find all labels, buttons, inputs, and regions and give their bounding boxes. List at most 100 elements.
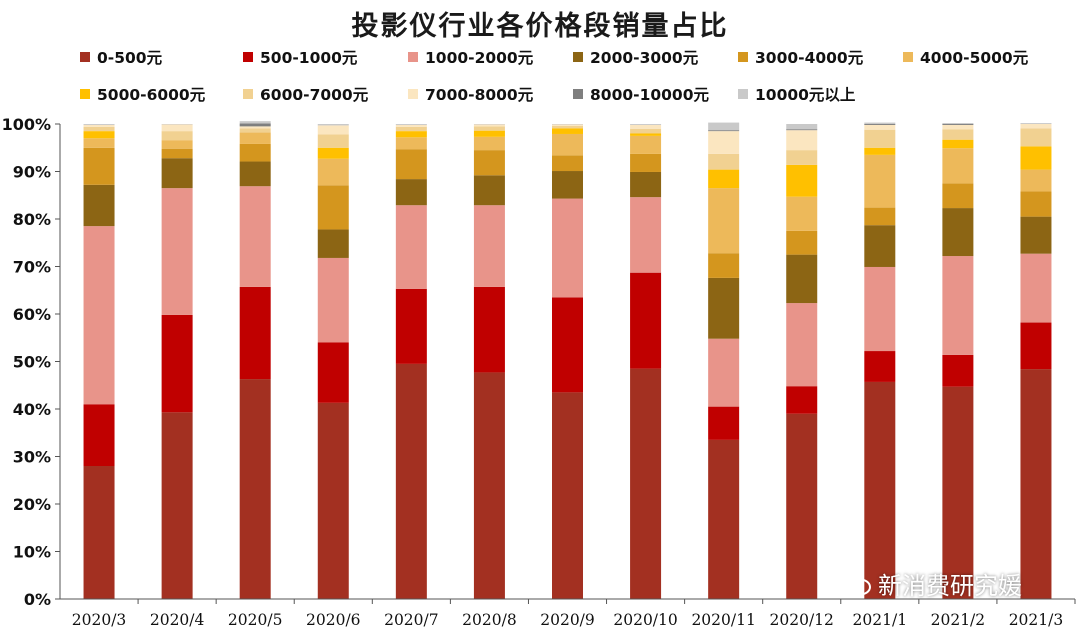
x-tick-label: 2020/9 (540, 611, 595, 629)
bar-segment (161, 148, 193, 159)
bar-segment (395, 126, 427, 132)
legend-swatch (573, 89, 583, 99)
legend-swatch (903, 52, 913, 62)
legend-label: 6000-7000元 (260, 86, 369, 104)
bar-segment (1020, 146, 1052, 170)
bar-segment (708, 188, 740, 254)
y-tick-label: 10% (13, 543, 51, 562)
y-tick-label: 30% (13, 448, 51, 467)
x-tick-label: 2020/6 (306, 611, 361, 629)
y-tick-label: 80% (13, 210, 51, 229)
bar-segment (239, 143, 271, 162)
bar-segment (161, 158, 193, 189)
bar-segment (942, 208, 974, 257)
bar-segment (239, 126, 271, 129)
bar-segment (708, 130, 740, 132)
bar-segment (630, 133, 662, 136)
bar-segment (473, 372, 505, 599)
bar-segment (239, 123, 271, 127)
bar-segment (864, 154, 896, 208)
x-tick-label: 2021/2 (931, 611, 986, 629)
bar-segment (473, 175, 505, 206)
bar-segment (942, 139, 974, 149)
bar-segment (630, 197, 662, 273)
bar-segment (473, 205, 505, 287)
bar-segment (473, 136, 505, 151)
watermark: 新消费研究媛 (836, 566, 1022, 601)
bar-segment (786, 413, 818, 599)
bar-segment (786, 164, 818, 197)
bar-segment (1020, 169, 1052, 192)
bar-segment (786, 230, 818, 255)
bar-segment (864, 381, 896, 599)
bar-segment (395, 205, 427, 289)
x-tick-label: 2020/8 (462, 611, 517, 629)
y-tick-label: 50% (13, 353, 51, 372)
bar-segment (630, 272, 662, 369)
bar-segment (786, 386, 818, 414)
x-tick-label: 2020/7 (384, 611, 439, 629)
bar-segment (239, 186, 271, 287)
bar-segment (395, 137, 427, 150)
bar-segment (630, 128, 662, 134)
bar-segment (942, 123, 974, 124)
bar-segment (942, 386, 974, 599)
bar-segment (630, 124, 662, 129)
bar-segment (708, 122, 740, 131)
y-tick-label: 0% (24, 590, 51, 609)
y-tick-label: 100% (2, 115, 51, 134)
bar-segment (395, 124, 427, 127)
legend-item: 2000-3000元 (573, 47, 698, 67)
legend-label: 0-500元 (97, 49, 163, 67)
bar-segment (786, 129, 818, 131)
bar-segment (83, 147, 115, 185)
legend-swatch (80, 52, 90, 62)
legend-item: 8000-10000元 (573, 84, 709, 104)
bar-segment (864, 124, 896, 125)
y-tick-label: 90% (13, 163, 51, 182)
x-tick-label: 2020/11 (691, 611, 755, 629)
bar-segment (473, 150, 505, 176)
bar-segment (1020, 253, 1052, 323)
bar-segment (1020, 191, 1052, 217)
bar-segment (786, 150, 818, 165)
bar-segment (395, 131, 427, 138)
y-tick-label: 60% (13, 305, 51, 324)
legend-label: 7000-8000元 (425, 86, 534, 104)
legend-label: 1000-2000元 (425, 49, 534, 67)
bar-segment (552, 125, 583, 129)
legend-swatch (243, 52, 253, 62)
bar-segment (161, 314, 193, 413)
bar-segment (1020, 124, 1052, 129)
legend-item: 5000-6000元 (80, 84, 205, 104)
legend-item: 6000-7000元 (243, 84, 368, 104)
bar-segment (317, 124, 349, 126)
bar-segment (708, 131, 740, 154)
bar-segment (630, 135, 662, 154)
legend-item: 3000-4000元 (738, 47, 863, 67)
bar-segment (317, 185, 349, 230)
legend-swatch (738, 52, 748, 62)
legend-swatch (243, 89, 253, 99)
bar-segment (161, 140, 193, 149)
bar-segment (83, 404, 115, 466)
legend-label: 2000-3000元 (590, 49, 699, 67)
y-tick-label: 70% (13, 258, 51, 277)
bar-segment (317, 402, 349, 599)
x-tick-label: 2020/3 (72, 611, 127, 629)
bar-segment (942, 148, 974, 184)
legend-label: 10000元以上 (755, 86, 856, 104)
bar-segment (552, 155, 583, 172)
legend-swatch (738, 89, 748, 99)
bar-segment (864, 147, 896, 155)
legend-swatch (408, 52, 418, 62)
bar-segment (942, 354, 974, 387)
bar-segment (473, 286, 505, 373)
bar-segment (864, 225, 896, 267)
legend-item: 7000-8000元 (408, 84, 533, 104)
x-tick-label: 2020/10 (613, 611, 677, 629)
bar-segment (786, 254, 818, 304)
bar-segment (708, 406, 740, 440)
y-tick-label: 20% (13, 495, 51, 514)
x-tick-label: 2020/12 (770, 611, 834, 629)
